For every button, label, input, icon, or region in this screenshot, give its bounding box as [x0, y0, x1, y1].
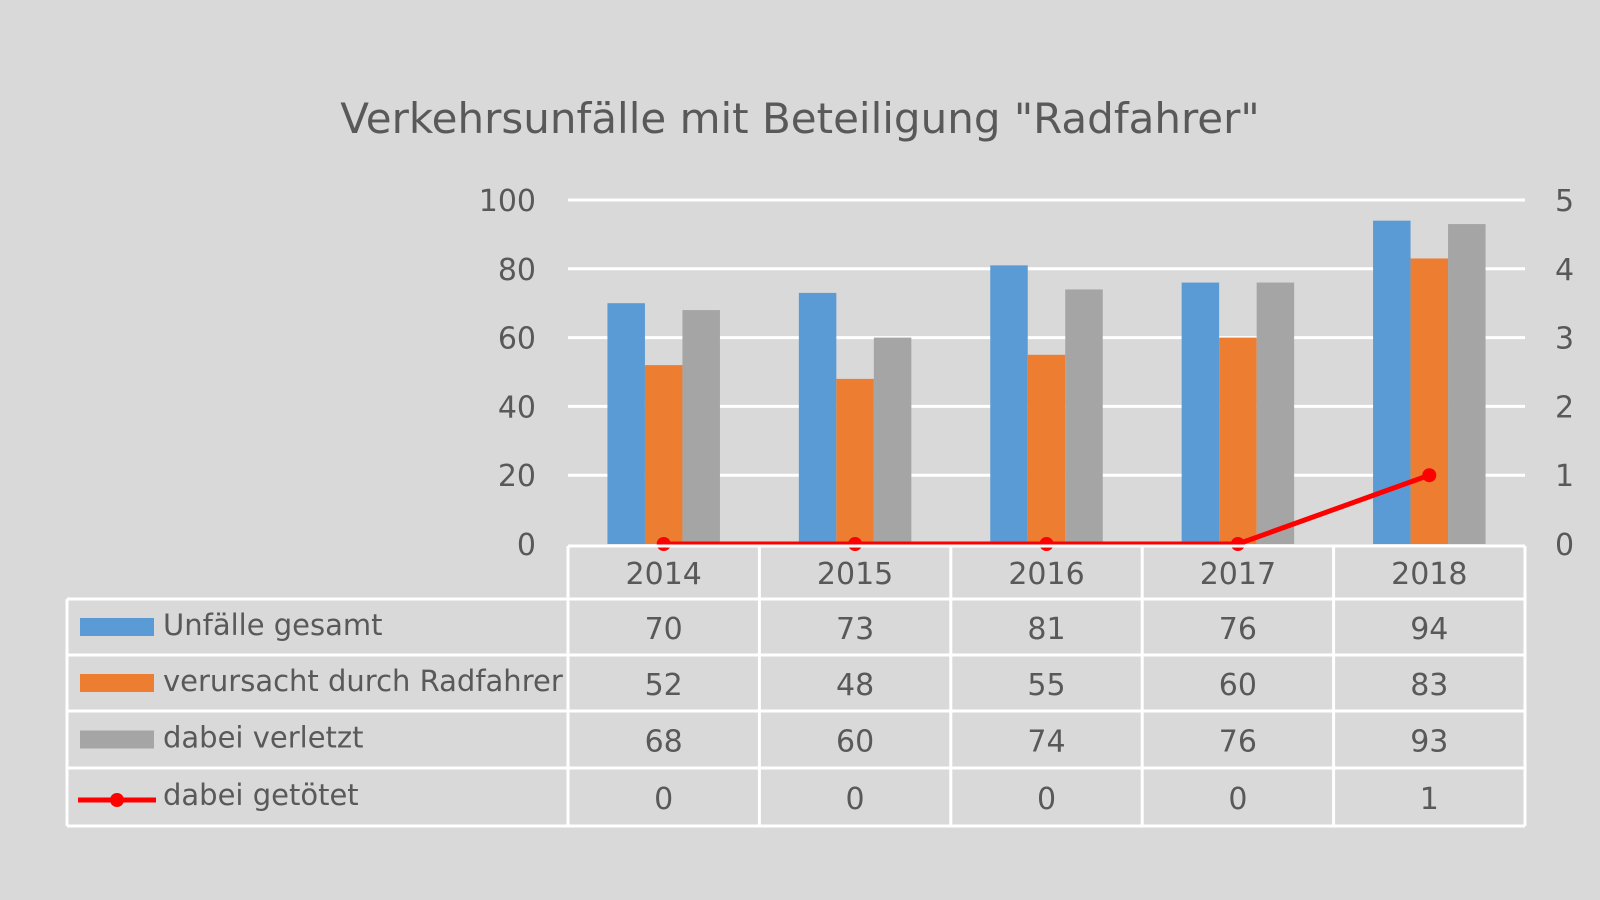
table-cell-value: 0	[1228, 782, 1247, 817]
x-category-label: 2016	[1008, 557, 1084, 592]
table-cell-value: 81	[1027, 612, 1065, 647]
y-right-tick-label: 1	[1555, 459, 1574, 494]
y-right-tick-label: 0	[1555, 528, 1574, 563]
y-right-tick-label: 4	[1555, 253, 1574, 288]
legend-key-marker	[110, 793, 124, 807]
point-dabei-getoetet-2017	[1230, 537, 1245, 551]
table-cell-value: 70	[645, 612, 683, 647]
bar-verursacht-durch-radfahrer-2014	[644, 365, 683, 544]
table-cell-value: 93	[1410, 725, 1448, 760]
bar-unf-lle-gesamt-2015	[798, 292, 837, 544]
bar-unf-lle-gesamt-2016	[990, 265, 1028, 544]
table-cell-value: 76	[1219, 725, 1257, 760]
legend-key-verursacht-durch-radfahrer	[80, 674, 154, 692]
legend-label: dabei getötet	[163, 778, 359, 812]
table-cell-value: 52	[645, 668, 683, 703]
bar-dabei-verletzt-2016	[1065, 289, 1103, 544]
y-right-tick-label: 2	[1555, 390, 1574, 425]
y-left-tick-label: 80	[498, 253, 536, 288]
bar-unf-lle-gesamt-2014	[607, 303, 645, 544]
x-category-label: 2015	[817, 557, 893, 592]
bar-dabei-verletzt-2014	[682, 310, 720, 544]
point-dabei-getoetet-2016	[1039, 537, 1054, 551]
table-cell-value: 55	[1027, 668, 1065, 703]
table-cell-value: 1	[1420, 782, 1439, 817]
table-cell-value: 73	[836, 612, 874, 647]
x-category-label: 2018	[1391, 557, 1467, 592]
y-right-tick-label: 5	[1555, 184, 1574, 219]
point-dabei-getoetet-2015	[848, 537, 863, 551]
legend-key-unf-lle-gesamt	[80, 618, 154, 636]
legend-label: dabei verletzt	[163, 721, 364, 755]
legend-label: verursacht durch Radfahrer	[163, 664, 563, 698]
table-cell-value: 60	[836, 725, 874, 760]
y-left-tick-label: 20	[498, 459, 536, 494]
legend-label: Unfälle gesamt	[163, 608, 383, 642]
table-cell-value: 60	[1219, 668, 1257, 703]
point-dabei-getoetet-2018	[1422, 468, 1437, 483]
bar-dabei-verletzt-2015	[873, 337, 912, 544]
x-category-label: 2017	[1200, 557, 1276, 592]
x-category-label: 2014	[626, 557, 702, 592]
table-cell-value: 74	[1027, 725, 1065, 760]
y-left-tick-label: 60	[498, 322, 536, 357]
table-cell-value: 83	[1410, 668, 1448, 703]
table-cell-value: 0	[846, 782, 865, 817]
bar-verursacht-durch-radfahrer-2016	[1027, 354, 1066, 544]
table-cell-value: 68	[645, 725, 683, 760]
table-cell-value: 0	[654, 782, 673, 817]
legend-key-dabei-verletzt	[80, 730, 154, 749]
y-left-tick-label: 100	[479, 184, 536, 219]
bar-verursacht-durch-radfahrer-2017	[1219, 337, 1257, 544]
bar-verursacht-durch-radfahrer-2018	[1410, 258, 1449, 544]
chart-title: Verkehrsunfälle mit Beteiligung "Radfahr…	[340, 94, 1259, 143]
table-cell-value: 48	[836, 668, 874, 703]
table-cell-value: 94	[1410, 612, 1448, 647]
table-cell-value: 76	[1219, 612, 1257, 647]
table-cell-value: 0	[1037, 782, 1056, 817]
y-right-tick-label: 3	[1555, 322, 1574, 357]
bar-dabei-verletzt-2018	[1448, 224, 1486, 544]
bar-dabei-verletzt-2017	[1256, 282, 1295, 544]
y-left-tick-label: 0	[517, 528, 536, 563]
y-left-tick-label: 40	[498, 390, 536, 425]
bar-verursacht-durch-radfahrer-2015	[836, 378, 874, 544]
point-dabei-getoetet-2014	[656, 537, 671, 551]
bar-unf-lle-gesamt-2017	[1181, 282, 1220, 544]
